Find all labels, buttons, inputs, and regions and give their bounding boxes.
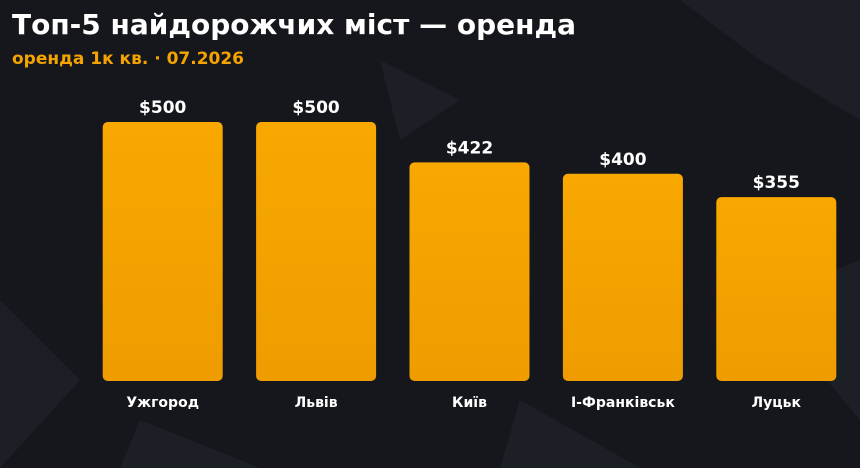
x-tick-label: Львів: [295, 395, 338, 411]
value-label: $400: [599, 150, 646, 170]
x-tick-label: Луцьк: [752, 395, 802, 411]
x-tick-label: І-Франківськ: [571, 395, 675, 411]
bar: [716, 197, 837, 381]
x-tick-label: Київ: [452, 395, 487, 411]
x-tick-label: Ужгород: [126, 395, 199, 411]
chart-title: Топ-5 найдорожчих міст — оренда: [12, 8, 576, 41]
value-label: $422: [446, 138, 493, 158]
value-label: $500: [292, 98, 339, 118]
bar: [256, 122, 377, 381]
value-label: $500: [139, 98, 186, 118]
bar: [409, 162, 530, 381]
chart-subtitle: оренда 1к кв. · 07.2026: [12, 49, 244, 69]
value-label: $355: [753, 173, 800, 193]
bar: [102, 122, 223, 381]
bar: [562, 173, 683, 381]
